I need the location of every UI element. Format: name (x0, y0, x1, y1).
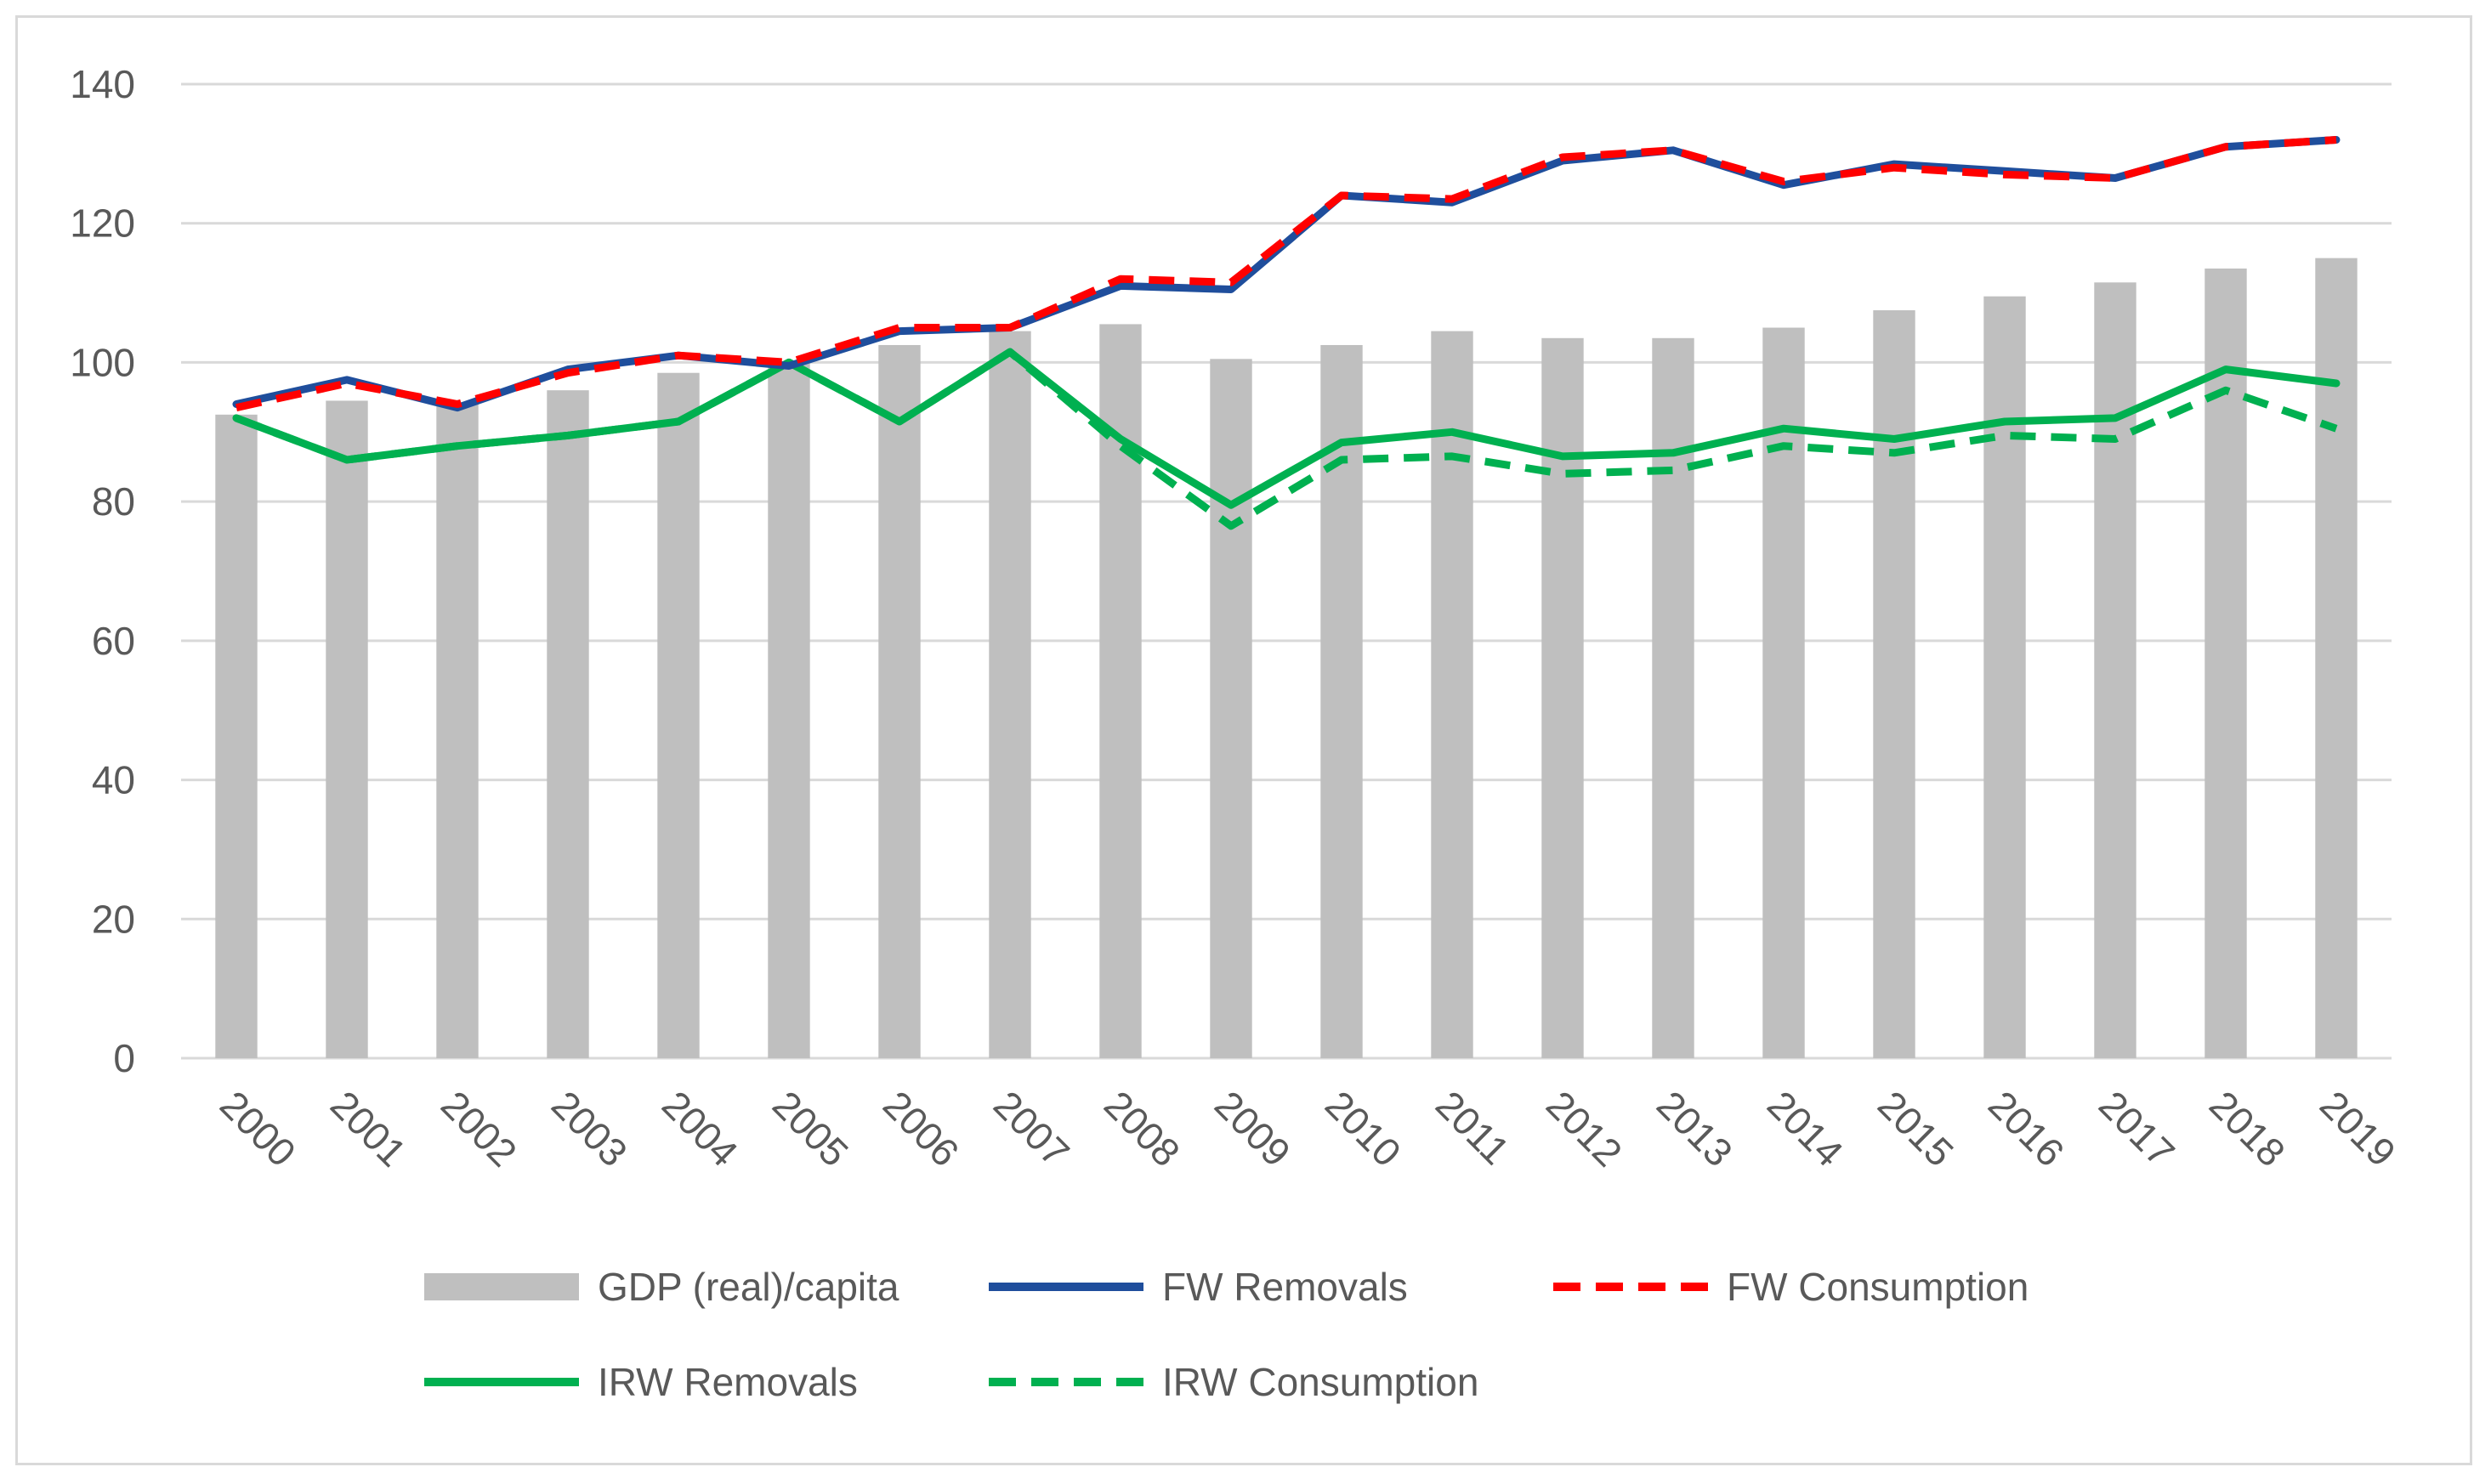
y-tick-label: 140 (70, 62, 135, 106)
series-lines (232, 136, 2341, 530)
legend-item-fw-consumption: FW Consumption (1553, 1265, 2029, 1309)
bar-2006 (878, 344, 921, 1058)
x-tick-label: 2005 (764, 1082, 857, 1175)
legend-swatch (424, 1273, 579, 1300)
bar-2004 (657, 372, 700, 1058)
x-tick-label: 2002 (433, 1082, 525, 1175)
x-tick-label: 2011 (1427, 1082, 1518, 1173)
legend-label: FW Removals (1162, 1265, 1408, 1309)
gridlines (181, 82, 2392, 1060)
y-tick-label: 100 (70, 340, 135, 384)
bar-2007 (989, 331, 1031, 1058)
bar-2002 (436, 404, 479, 1058)
legend-item-irw-removals: IRW Removals (424, 1360, 858, 1404)
x-tick-label: 2008 (1096, 1082, 1189, 1175)
bar-2011 (1431, 331, 1473, 1058)
legend-label: IRW Consumption (1162, 1360, 1478, 1404)
y-tick-label: 0 (113, 1036, 135, 1080)
y-tick-label: 80 (92, 479, 135, 524)
bar-2009 (1210, 359, 1252, 1059)
x-axis-ticks: 2000 2001 2002 2003 2004 2005 2006 2007 2008 2009… (212, 1082, 2404, 1175)
legend-item-gdp-real-capita: GDP (real)/capita (424, 1265, 899, 1309)
y-tick-label: 40 (92, 758, 135, 802)
x-tick-label: 2019 (2312, 1082, 2404, 1175)
x-tick-label: 2016 (1980, 1082, 2073, 1175)
legend-label: GDP (real)/capita (598, 1265, 899, 1309)
y-tick-label: 20 (92, 897, 135, 941)
x-tick-label: 2003 (543, 1082, 636, 1175)
x-tick-label: 2009 (1206, 1082, 1299, 1175)
x-tick-label: 2010 (1317, 1082, 1410, 1175)
y-tick-label: 120 (70, 201, 135, 246)
bar-2005 (768, 362, 810, 1058)
chart-frame: 0 20 40 60 80 100 120 140 2000 2001 2002 2003 2004 2… (15, 15, 2472, 1465)
legend-label: IRW Removals (598, 1360, 858, 1404)
x-tick-label: 2017 (2091, 1082, 2183, 1175)
x-tick-label: 2013 (1648, 1082, 1741, 1175)
legend: GDP (real)/capita FW Removals FW Consumpti… (424, 1265, 2029, 1404)
x-tick-label: 2001 (322, 1082, 415, 1175)
x-tick-label: 2014 (1759, 1082, 1852, 1175)
series-line-irw-consumption (235, 348, 2338, 530)
bars (215, 258, 2358, 1059)
bar-2015 (1873, 310, 1915, 1058)
bar-2003 (547, 390, 589, 1059)
legend-item-irw-consumption: IRW Consumption (989, 1360, 1478, 1404)
bar-2012 (1541, 337, 1584, 1058)
bar-2019 (2315, 258, 2358, 1059)
x-tick-label: 2018 (2201, 1082, 2294, 1175)
y-tick-label: 60 (92, 619, 135, 663)
bar-2017 (2094, 282, 2136, 1058)
bar-2016 (1983, 296, 2026, 1058)
x-tick-label: 2012 (1538, 1082, 1631, 1175)
y-axis-ticks: 0 20 40 60 80 100 120 140 (70, 62, 135, 1080)
legend-label: FW Consumption (1727, 1265, 2029, 1309)
x-tick-label: 2006 (875, 1082, 967, 1175)
x-tick-label: 2007 (985, 1082, 1078, 1175)
x-tick-label: 2015 (1870, 1082, 1962, 1175)
legend-item-fw-removals: FW Removals (989, 1265, 1408, 1309)
x-tick-label: 2000 (212, 1082, 304, 1175)
bar-2014 (1762, 327, 1805, 1058)
bar-2013 (1652, 337, 1694, 1058)
series-line-fw-consumption (235, 136, 2337, 411)
x-tick-label: 2004 (654, 1082, 746, 1175)
bar-2000 (215, 414, 258, 1059)
bar-2001 (326, 400, 368, 1058)
series-line-irw-removals (232, 348, 2341, 509)
